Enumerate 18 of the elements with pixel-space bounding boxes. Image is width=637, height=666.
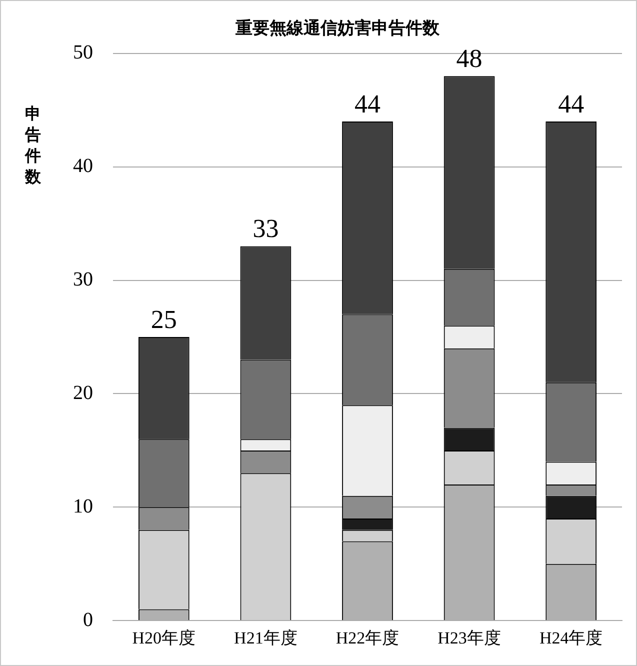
- total-label: 44: [354, 89, 380, 118]
- total-label: 44: [558, 89, 584, 118]
- y-tick-label: 40: [73, 155, 93, 178]
- x-tick-label: H20年度: [132, 628, 196, 648]
- total-label: 48: [456, 44, 482, 73]
- total-label: 25: [150, 304, 177, 334]
- chart-title: 重要無線通信妨害申告件数: [234, 18, 440, 39]
- y-tick-label: 20: [73, 382, 93, 404]
- y-tick-label: 0: [83, 608, 93, 631]
- x-tick-label: H24年度: [539, 628, 603, 648]
- y-tick-label: 30: [73, 268, 93, 291]
- y-tick-label: 10: [73, 495, 93, 518]
- y-axis-title: 申告件数: [24, 104, 42, 186]
- x-tick-label: H22年度: [336, 628, 400, 648]
- y-tick-label: 50: [73, 42, 93, 64]
- total-label: 33: [252, 214, 279, 244]
- x-tick-label: H23年度: [438, 628, 501, 648]
- x-tick-label: H21年度: [234, 628, 298, 648]
